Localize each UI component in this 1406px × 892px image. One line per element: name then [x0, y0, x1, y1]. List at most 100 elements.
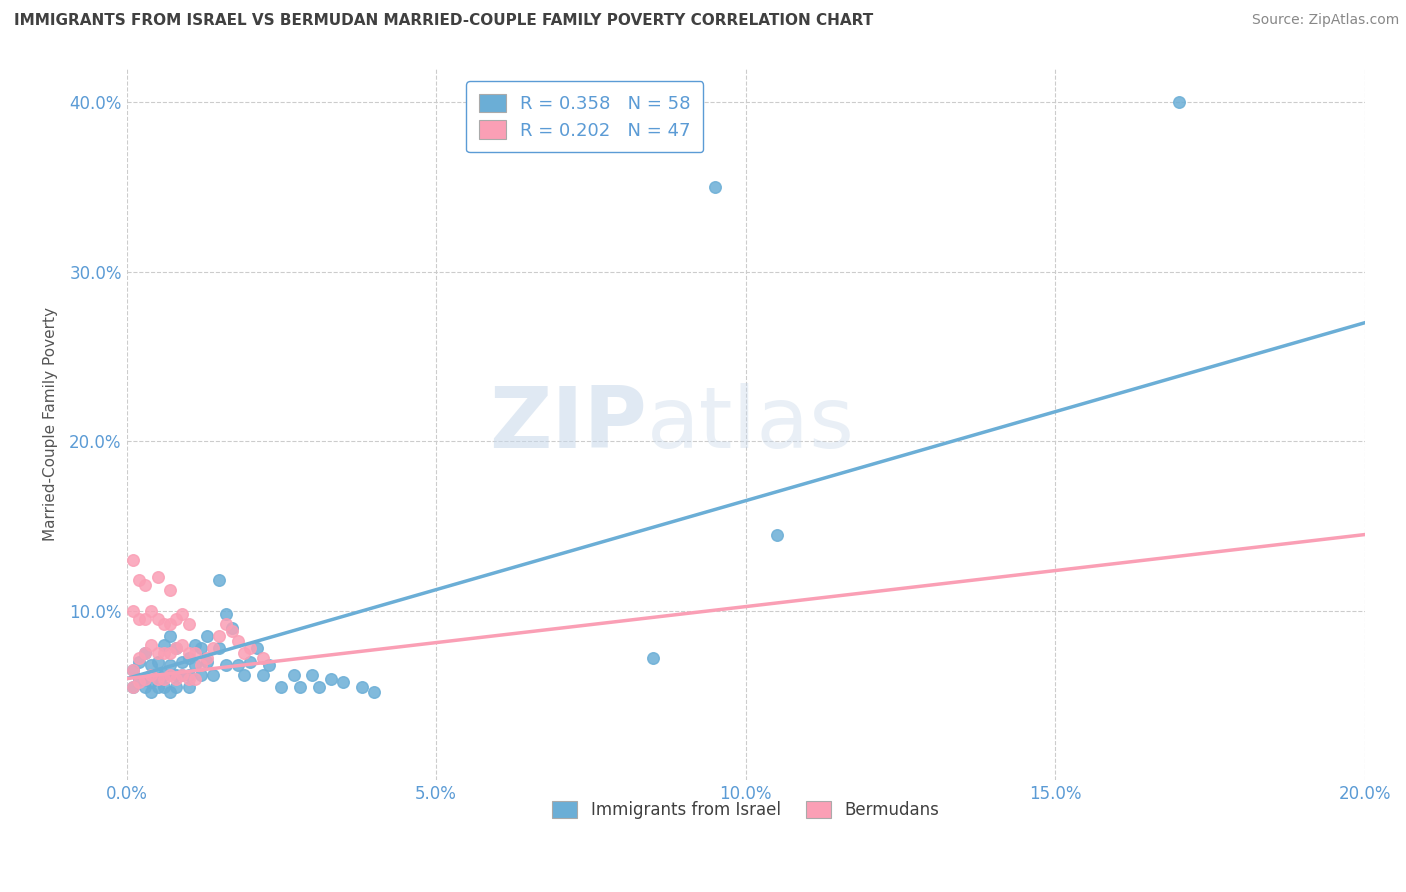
Point — [159, 658, 181, 673]
Point — [134, 646, 156, 660]
Point — [159, 685, 181, 699]
Text: Source: ZipAtlas.com: Source: ZipAtlas.com — [1251, 13, 1399, 28]
Point — [252, 668, 274, 682]
Point — [141, 604, 163, 618]
Point — [226, 658, 249, 673]
Point — [233, 668, 256, 682]
Point — [134, 646, 156, 660]
Point — [765, 527, 787, 541]
Point — [239, 641, 262, 656]
Point — [128, 655, 150, 669]
Point — [332, 675, 354, 690]
Point — [190, 641, 212, 656]
Point — [165, 672, 187, 686]
Point — [1168, 95, 1191, 110]
Point — [159, 629, 181, 643]
Point — [152, 672, 174, 686]
Point — [183, 638, 205, 652]
Point — [183, 658, 205, 673]
Point — [146, 612, 169, 626]
Point — [177, 646, 200, 660]
Point — [246, 641, 269, 656]
Point — [121, 553, 143, 567]
Point — [128, 651, 150, 665]
Point — [252, 651, 274, 665]
Point — [214, 658, 236, 673]
Point — [172, 668, 194, 682]
Point — [152, 668, 174, 682]
Point — [134, 680, 156, 694]
Text: atlas: atlas — [647, 383, 855, 466]
Point — [146, 646, 169, 660]
Point — [165, 612, 187, 626]
Point — [165, 668, 187, 682]
Point — [121, 680, 143, 694]
Point — [172, 607, 194, 622]
Point — [128, 672, 150, 686]
Point — [208, 641, 231, 656]
Point — [172, 668, 194, 682]
Point — [641, 651, 664, 665]
Point — [177, 680, 200, 694]
Point — [183, 646, 205, 660]
Point — [177, 672, 200, 686]
Point — [703, 180, 725, 194]
Point — [283, 668, 305, 682]
Point — [141, 675, 163, 690]
Point — [141, 668, 163, 682]
Point — [152, 646, 174, 660]
Point — [208, 574, 231, 588]
Point — [195, 655, 218, 669]
Point — [152, 617, 174, 632]
Point — [239, 655, 262, 669]
Point — [208, 629, 231, 643]
Point — [221, 624, 243, 639]
Point — [159, 617, 181, 632]
Point — [146, 668, 169, 682]
Point — [121, 604, 143, 618]
Point — [233, 646, 256, 660]
Point — [226, 634, 249, 648]
Point — [159, 668, 181, 682]
Point — [177, 617, 200, 632]
Text: IMMIGRANTS FROM ISRAEL VS BERMUDAN MARRIED-COUPLE FAMILY POVERTY CORRELATION CHA: IMMIGRANTS FROM ISRAEL VS BERMUDAN MARRI… — [14, 13, 873, 29]
Point — [128, 612, 150, 626]
Point — [121, 663, 143, 677]
Legend: Immigrants from Israel, Bermudans: Immigrants from Israel, Bermudans — [546, 794, 946, 825]
Point — [146, 570, 169, 584]
Point — [128, 675, 150, 690]
Point — [202, 641, 225, 656]
Point — [183, 672, 205, 686]
Point — [221, 621, 243, 635]
Point — [134, 672, 156, 686]
Text: ZIP: ZIP — [489, 383, 647, 466]
Point — [159, 583, 181, 598]
Point — [152, 680, 174, 694]
Point — [172, 638, 194, 652]
Point — [363, 685, 385, 699]
Point — [308, 680, 330, 694]
Point — [152, 638, 174, 652]
Point — [177, 668, 200, 682]
Point — [121, 663, 143, 677]
Point — [159, 646, 181, 660]
Point — [202, 668, 225, 682]
Y-axis label: Married-Couple Family Poverty: Married-Couple Family Poverty — [44, 308, 58, 541]
Point — [190, 658, 212, 673]
Point — [301, 668, 323, 682]
Point — [141, 685, 163, 699]
Point — [195, 651, 218, 665]
Point — [128, 574, 150, 588]
Point — [319, 672, 342, 686]
Point — [165, 641, 187, 656]
Point — [195, 629, 218, 643]
Point — [190, 668, 212, 682]
Point — [257, 658, 280, 673]
Point — [165, 641, 187, 656]
Point — [177, 651, 200, 665]
Point — [214, 617, 236, 632]
Point — [134, 578, 156, 592]
Point — [350, 680, 373, 694]
Point — [214, 607, 236, 622]
Point — [141, 638, 163, 652]
